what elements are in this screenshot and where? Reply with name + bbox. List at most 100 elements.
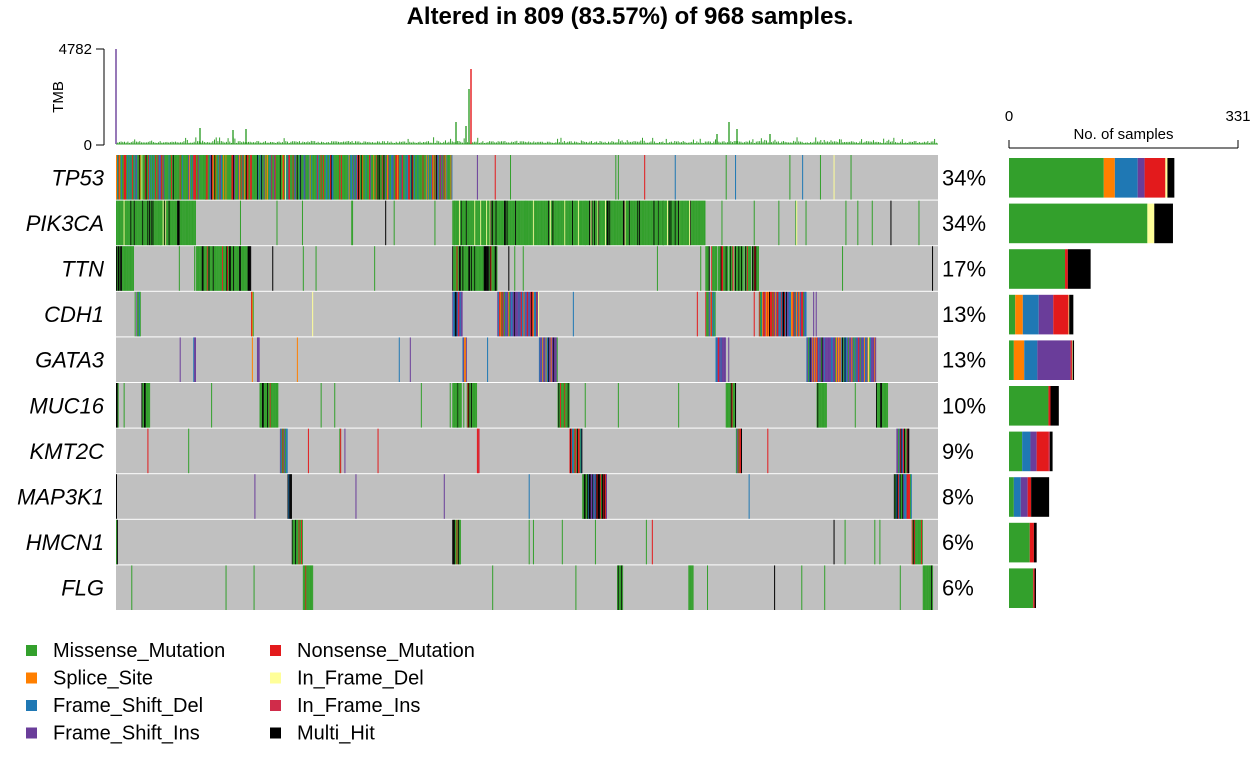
mutation-cell: [167, 155, 169, 200]
mutation-cell: [178, 155, 180, 200]
mutation-cell: [138, 200, 140, 246]
mutation-cell: [736, 428, 738, 474]
mutation-cell: [584, 474, 586, 519]
mutation-cell: [335, 155, 337, 200]
mutation-cell: [817, 337, 819, 382]
mutation-cell: [301, 200, 303, 246]
mutation-cell: [685, 200, 687, 246]
mutation-cell: [185, 155, 187, 200]
mutation-cell: [218, 246, 220, 291]
mutation-cell: [215, 246, 217, 291]
mutation-cell: [144, 200, 146, 246]
tmb-tick-label: 0: [84, 137, 92, 154]
mutation-cell: [890, 200, 892, 246]
mutation-cell: [290, 474, 292, 519]
mutation-cell: [805, 200, 807, 246]
mutation-cell: [526, 291, 528, 337]
mutation-cell: [597, 200, 599, 246]
mutation-cell: [344, 428, 346, 474]
mutation-cell: [359, 155, 361, 200]
mutation-cell: [324, 155, 326, 200]
mutation-cell: [184, 200, 186, 246]
mutation-cell: [176, 200, 178, 246]
mutation-cell: [294, 155, 296, 200]
mutation-cell: [593, 200, 595, 246]
side-bar-segment: [1036, 431, 1049, 472]
mutation-cell: [519, 200, 521, 246]
mutation-cell: [555, 337, 557, 382]
chart-title: Altered in 809 (83.57%) of 968 samples.: [407, 3, 854, 30]
mutation-cell: [458, 200, 460, 246]
mutation-cell: [782, 291, 784, 337]
mutation-cell: [573, 428, 575, 474]
mutation-cell: [758, 291, 760, 337]
mutation-cell: [519, 291, 521, 337]
mutation-cell: [678, 200, 680, 246]
mutation-cell: [322, 155, 324, 200]
mutation-cell: [820, 383, 822, 428]
mutation-cell: [351, 200, 353, 246]
mutation-cell: [895, 474, 897, 519]
mutation-cell: [134, 291, 136, 337]
mutation-cell: [467, 246, 469, 291]
mutation-cell: [384, 155, 386, 200]
mutation-cell: [522, 200, 524, 246]
mutation-cell: [668, 200, 670, 246]
mutation-cell: [494, 155, 496, 200]
mutation-cell: [725, 246, 727, 291]
mutation-cell: [909, 474, 911, 519]
mutation-cell: [206, 246, 208, 291]
mutation-cell: [456, 291, 458, 337]
mutation-cell: [287, 155, 289, 200]
mutation-cell: [193, 155, 195, 200]
mutation-cell: [217, 246, 219, 291]
mutation-cell: [374, 246, 376, 291]
mutation-cell: [617, 155, 619, 200]
mutation-cell: [469, 246, 471, 291]
mutation-cell: [724, 337, 726, 382]
mutation-cell: [247, 155, 249, 200]
mutation-cell: [456, 519, 458, 565]
mutation-cell: [340, 428, 342, 474]
mutation-cell: [249, 246, 251, 291]
mutation-cell: [517, 291, 519, 337]
mutation-cell: [548, 200, 550, 246]
mutation-cell: [117, 246, 119, 291]
side-bar-segment: [1009, 386, 1049, 426]
mutation-cell: [423, 155, 425, 200]
mutation-cell: [870, 337, 872, 382]
mutation-cell: [220, 246, 222, 291]
mutation-cell: [698, 200, 700, 246]
mutation-cell: [710, 291, 712, 337]
mutation-cell: [568, 383, 570, 428]
mutation-cell: [122, 200, 124, 246]
mutation-cell: [577, 200, 579, 246]
mutation-cell: [581, 428, 583, 474]
mutation-cell: [315, 155, 317, 200]
mutation-cell: [851, 337, 853, 382]
mutation-cell: [506, 291, 508, 337]
mutation-cell: [577, 200, 579, 246]
mutation-cell: [355, 474, 357, 519]
mutation-cell: [431, 155, 433, 200]
mutation-cell: [813, 291, 815, 337]
mutation-cell: [148, 200, 150, 246]
mutation-cell: [728, 337, 730, 382]
mutation-cell: [712, 291, 714, 337]
mutation-cell: [533, 200, 535, 246]
mutation-cell: [330, 155, 332, 200]
mutation-cell: [798, 291, 800, 337]
mutation-cell: [913, 519, 915, 565]
side-bar-segment: [1024, 340, 1038, 380]
mutation-cell: [824, 565, 826, 610]
mutation-cell: [864, 337, 866, 382]
mutation-cell: [648, 200, 650, 246]
mutation-cell: [238, 246, 240, 291]
mutation-cell: [291, 155, 293, 200]
mutation-cell: [244, 246, 246, 291]
mutation-cell: [701, 200, 703, 246]
mutation-cell: [564, 383, 566, 428]
mutation-cell: [232, 246, 234, 291]
mutation-cell: [735, 155, 737, 200]
mutation-cell: [536, 200, 538, 246]
